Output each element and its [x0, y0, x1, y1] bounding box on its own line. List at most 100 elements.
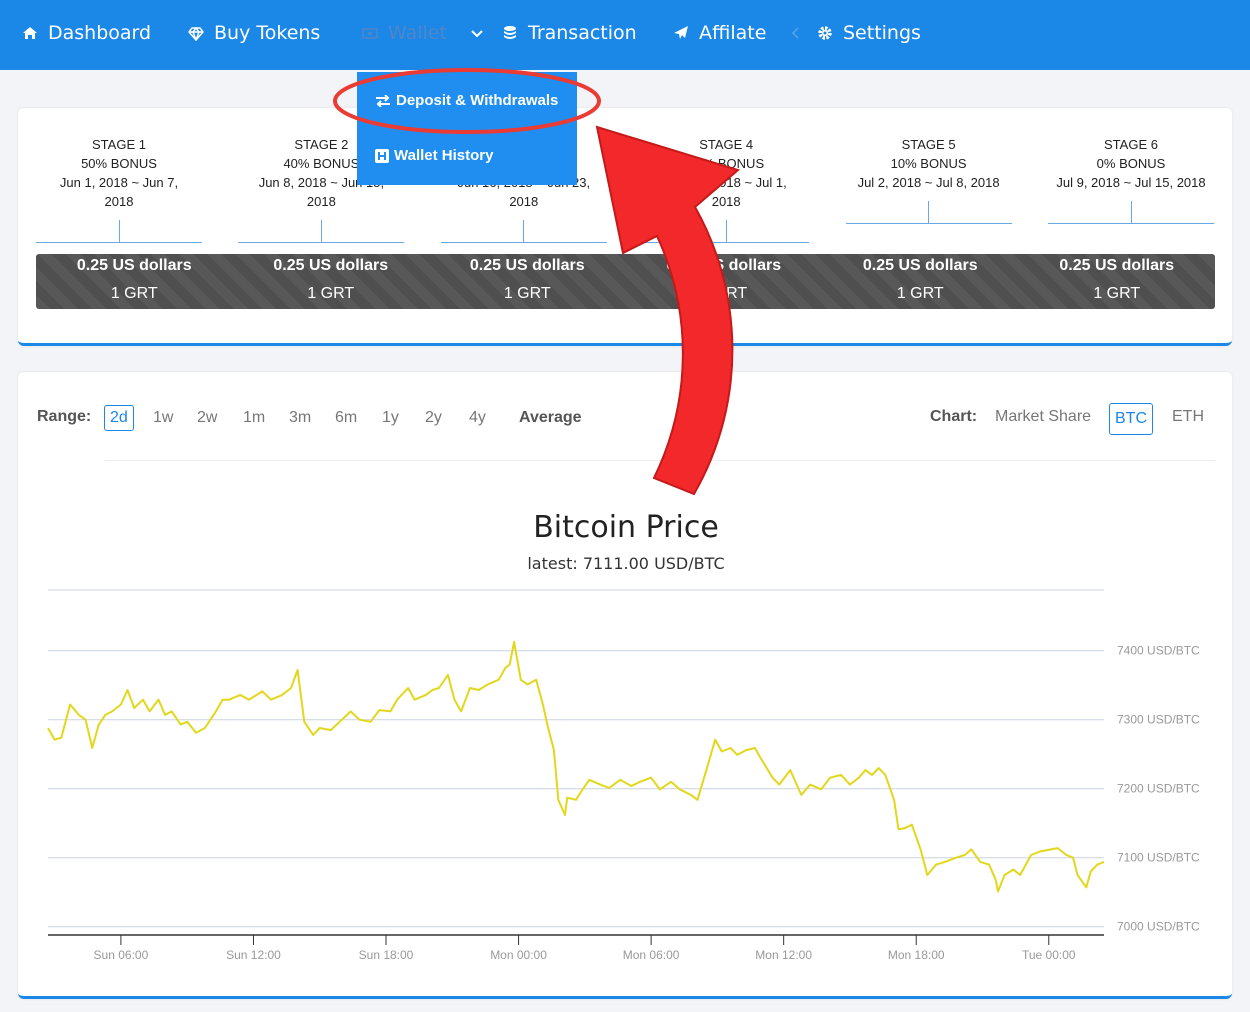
icon — [188, 26, 204, 41]
price-cell: 0.25 US dollars 1 GRT — [1019, 254, 1216, 309]
x-tick-label: Mon 06:00 — [623, 948, 680, 962]
chevron — [792, 27, 799, 39]
chart-subtitle: latest: 7111.00 USD/BTC — [527, 554, 724, 573]
dropdown-item[interactable]: Wallet History — [375, 147, 493, 164]
connector-line — [440, 242, 607, 243]
y-tick-label: 7000 USD/BTC — [1117, 920, 1200, 934]
icon — [375, 148, 389, 163]
stage: STAGE 1 50% BONUS Jun 1, 2018 ~ Jun 7, 201… — [36, 135, 202, 243]
stage-bonus: 40% BONUS — [283, 156, 360, 171]
y-tick-label: 7200 USD/BTC — [1117, 782, 1200, 796]
icon — [674, 26, 688, 39]
dropdown-label: Deposit & Withdrawals — [396, 92, 559, 109]
y-tick-label: 7100 USD/BTC — [1117, 851, 1200, 865]
icon — [504, 26, 516, 39]
x-tick-label: Mon 00:00 — [490, 948, 547, 962]
stage-title: STAGE 5 — [901, 137, 956, 152]
stage-dates: Jul 2, 2018 ~ Jul 8, 2018 — [857, 175, 1000, 190]
stage-amount: 1 GRT — [1093, 285, 1141, 302]
y-tick-label: 7300 USD/BTC — [1117, 713, 1200, 727]
icon — [376, 94, 390, 107]
nav-item[interactable]: Buy Tokens — [188, 22, 320, 44]
nav-item[interactable]: Wallet — [362, 22, 485, 44]
connector-line — [845, 223, 1012, 224]
stage-title: STAGE 1 — [92, 137, 146, 152]
dropdown-item[interactable]: Deposit & Withdrawals — [375, 92, 558, 109]
stage-price: 0.25 US dollars — [469, 257, 585, 274]
chart-option[interactable]: BTC — [1109, 403, 1153, 435]
connector — [725, 220, 727, 242]
chart-title: Bitcoin Price — [533, 510, 719, 545]
nav-label: Dashboard — [48, 22, 152, 44]
dropdown-label: Wallet History — [394, 147, 494, 164]
highlight-ellipse — [333, 68, 601, 134]
nav-item[interactable]: Transaction — [502, 22, 637, 44]
stage-amount: 1 GRT — [503, 285, 551, 302]
arrow — [595, 125, 741, 496]
nav-label: Settings — [843, 22, 921, 44]
stage: STAGE 2 40% BONUS Jun 8, 2018 ~ Jun 15, 20… — [238, 135, 405, 243]
x-tick-label: Mon 18:00 — [888, 948, 945, 962]
x-tick-label: Tue 00:00 — [1022, 948, 1076, 962]
stage-price: 0.25 US dollars — [273, 257, 389, 274]
x-tick-label: Mon 12:00 — [755, 948, 812, 962]
nav-label: Transaction — [528, 22, 637, 44]
connector — [928, 201, 930, 223]
price-cell: 0.25 US dollars 1 GRT — [429, 254, 626, 309]
stage-amount: 1 GRT — [896, 285, 944, 302]
range-button[interactable]: 1m — [243, 409, 266, 426]
stage-dates: Jun 8, 2018 ~ Jun 15, 2018 — [258, 175, 385, 209]
stage-price: 0.25 US dollars — [76, 257, 192, 274]
range-button[interactable]: 1y — [382, 409, 399, 426]
range-button[interactable]: 2w — [197, 409, 218, 426]
range-label: Range: — [37, 408, 92, 425]
x-tick-label: Sun 18:00 — [359, 948, 414, 962]
chart-card — [18, 372, 1232, 999]
stage-price: 0.25 US dollars — [862, 257, 978, 274]
chart-selector-label: Chart: — [930, 408, 978, 425]
stage-title: STAGE 4 — [699, 137, 754, 152]
connector — [118, 220, 120, 242]
range-button[interactable]: 6m — [335, 409, 358, 426]
nav-item[interactable]: Affilate — [673, 22, 804, 44]
connector — [523, 220, 525, 242]
chevron — [471, 30, 483, 38]
connector-line — [36, 242, 202, 243]
icon — [818, 26, 832, 40]
stage-price: 0.25 US dollars — [1059, 257, 1175, 274]
stage-dates: Jun 1, 2018 ~ Jun 7, 2018 — [59, 175, 179, 209]
price-line — [47, 640, 1105, 893]
chart-option[interactable]: ETH — [1172, 408, 1204, 425]
range-button[interactable]: 2d — [104, 405, 134, 431]
range-button[interactable]: 3m — [289, 409, 312, 426]
range-button[interactable]: 4y — [469, 409, 486, 426]
nav-item[interactable]: Dashboard — [22, 22, 151, 44]
stage-bonus: 10% BONUS — [890, 156, 967, 171]
icon — [23, 27, 37, 39]
stage-title: STAGE 2 — [294, 137, 349, 152]
nav-item[interactable]: Settings — [817, 22, 921, 44]
nav-label: Buy Tokens — [214, 22, 321, 44]
price-cell: 0.25 US dollars 1 GRT — [36, 254, 233, 309]
stage-bonus: 50% BONUS — [81, 156, 157, 171]
range-button[interactable]: 2y — [425, 409, 442, 426]
range-button[interactable]: Average — [519, 409, 582, 426]
stage-dates: Jul 9, 2018 ~ Jul 15, 2018 — [1056, 175, 1206, 190]
stage: STAGE 5 10% BONUS Jul 2, 2018 ~ Jul 8, 201… — [845, 135, 1012, 224]
nav-label: Wallet — [388, 22, 447, 44]
price-bar: 0.25 US dollars 1 GRT 0.25 US dollars 1 GRT… — [36, 254, 1215, 309]
connector — [320, 220, 322, 242]
chart-option[interactable]: Market Share — [995, 408, 1092, 425]
stage: STAGE 6 0% BONUS Jul 9, 2018 ~ Jul 15, 201… — [1048, 135, 1214, 224]
connector — [1130, 201, 1132, 223]
connector-line — [643, 242, 810, 243]
range-button[interactable]: 1w — [153, 409, 174, 426]
nav-label: Affilate — [699, 22, 767, 44]
price-cell: 0.25 US dollars 1 GRT — [822, 254, 1019, 309]
icon — [362, 28, 378, 39]
y-tick-label: 7400 USD/BTC — [1117, 644, 1200, 658]
price-cell: 0.25 US dollars 1 GRT — [233, 254, 430, 309]
